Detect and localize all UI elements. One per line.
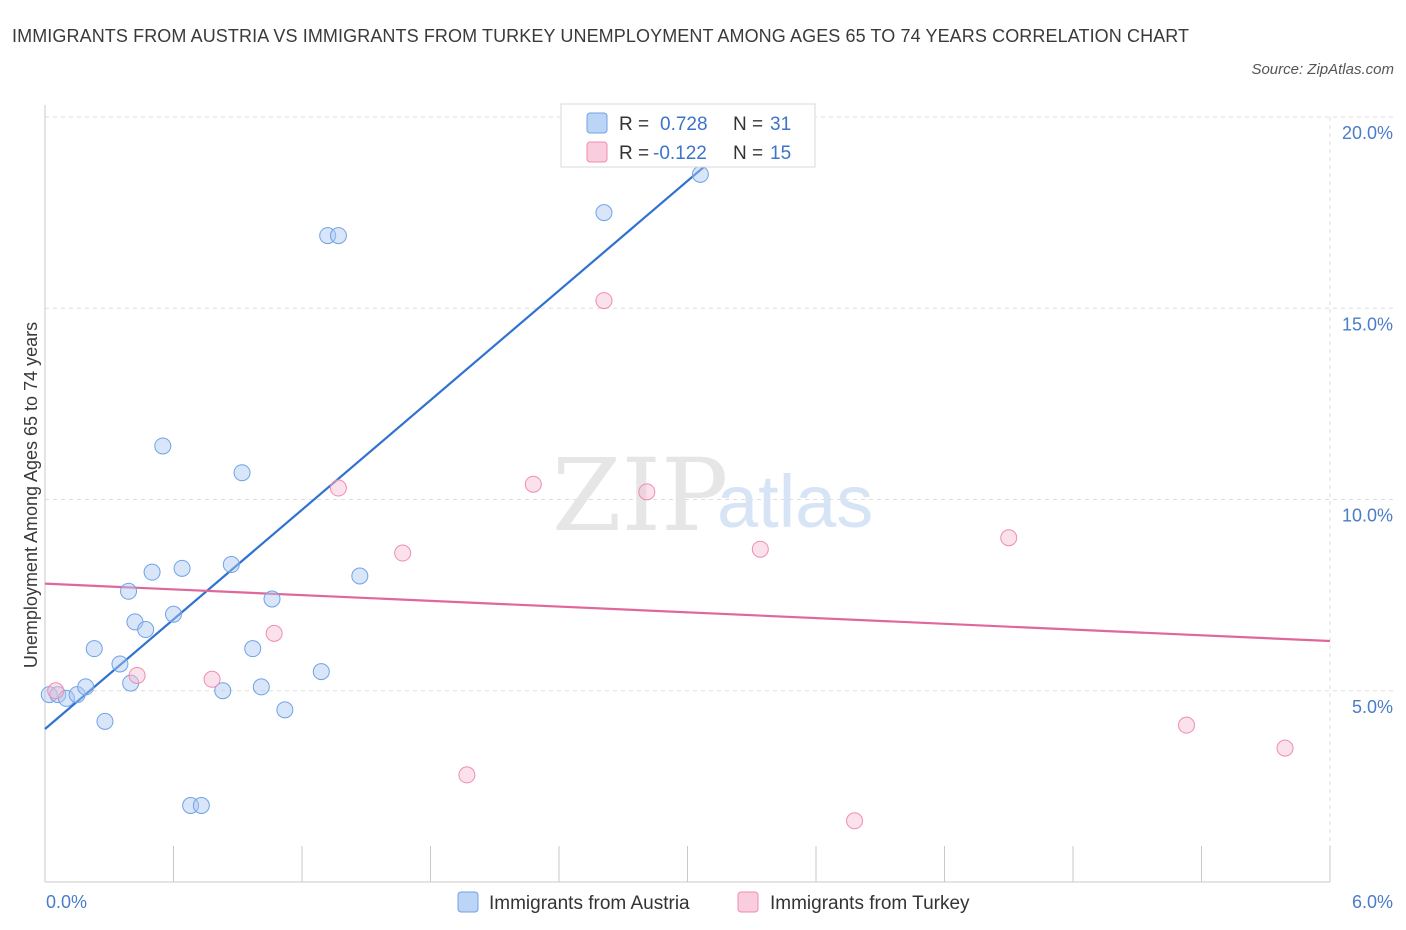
austria-point-6 bbox=[96, 712, 114, 730]
austria-point-5 bbox=[85, 640, 103, 658]
axes bbox=[44, 105, 1331, 883]
chart-source: Source: ZipAtlas.com bbox=[1251, 61, 1394, 78]
turkey-point-1 bbox=[128, 666, 146, 684]
austria-point-23 bbox=[263, 590, 281, 608]
y-tick-label-1: 10.0% bbox=[1342, 506, 1393, 526]
austria-point-12 bbox=[143, 563, 161, 581]
austria-point-20 bbox=[233, 464, 251, 482]
bottom-legend-turkey-label: Immigrants from Turkey bbox=[770, 893, 970, 914]
austria-point-28 bbox=[351, 567, 369, 585]
watermark-atlas: atlas bbox=[717, 460, 873, 543]
legend-turkey-swatch bbox=[586, 141, 608, 163]
bottom-legend-austria-label: Immigrants from Austria bbox=[489, 893, 690, 914]
austria-point-19 bbox=[222, 556, 240, 574]
tick-labels: 5.0% 10.0% 15.0% 20.0% 0.0% 6.0% bbox=[46, 123, 1393, 912]
bottom-legend-turkey-swatch bbox=[737, 891, 759, 913]
austria-point-21 bbox=[244, 640, 262, 658]
austria-point-15 bbox=[173, 559, 191, 577]
turkey-point-12 bbox=[1000, 529, 1018, 547]
turkey-point-9 bbox=[638, 483, 656, 501]
y-tick-label-3: 20.0% bbox=[1342, 123, 1393, 143]
bottom-legend-austria-swatch bbox=[457, 891, 479, 913]
turkey-point-10 bbox=[751, 540, 769, 558]
turkey-point-0 bbox=[47, 682, 65, 700]
trend-lines bbox=[44, 104, 1331, 730]
legend-austria-r-value: 0.728 bbox=[660, 114, 708, 135]
austria-point-7 bbox=[111, 655, 129, 673]
turkey-point-3 bbox=[265, 624, 283, 642]
x-tick-label-min: 0.0% bbox=[46, 892, 87, 912]
turkey-point-4 bbox=[329, 479, 347, 497]
legend-austria-n-value: 31 bbox=[770, 114, 791, 135]
austria-point-13 bbox=[154, 437, 172, 455]
austria-point-14 bbox=[165, 605, 182, 623]
legend-box: R = 0.728 N = 31 R = -0.122 N = 15 bbox=[560, 103, 816, 168]
turkey-trend-line bbox=[44, 582, 1331, 643]
austria-point-27 bbox=[329, 227, 347, 245]
y-tick-label-2: 15.0% bbox=[1342, 314, 1393, 334]
chart-title: IMMIGRANTS FROM AUSTRIA VS IMMIGRANTS FR… bbox=[12, 26, 1190, 46]
austria-point-30 bbox=[691, 165, 709, 183]
austria-point-24 bbox=[276, 701, 294, 719]
austria-point-29 bbox=[595, 204, 613, 222]
austria-point-9 bbox=[120, 582, 138, 600]
turkey-point-14 bbox=[1276, 739, 1294, 757]
austria-point-17 bbox=[192, 797, 210, 814]
turkey-point-8 bbox=[595, 292, 613, 310]
austria-point-11 bbox=[137, 621, 155, 639]
austria-point-18 bbox=[214, 682, 232, 700]
legend-austria-r-label: R = bbox=[619, 114, 649, 135]
legend-turkey-r-label: R = bbox=[619, 143, 649, 164]
austria-trend-line bbox=[44, 116, 764, 730]
turkey-point-5 bbox=[394, 544, 412, 562]
legend-austria-swatch bbox=[586, 112, 608, 134]
austria-point-25 bbox=[312, 663, 330, 681]
y-axis-label: Unemployment Among Ages 65 to 74 years bbox=[21, 322, 41, 668]
austria-point-4 bbox=[77, 678, 95, 696]
x-tick-label-max: 6.0% bbox=[1352, 892, 1393, 912]
turkey-point-6 bbox=[458, 766, 476, 784]
data-points bbox=[40, 165, 1294, 830]
austria-point-22 bbox=[252, 678, 270, 696]
y-tick-label-0: 5.0% bbox=[1352, 697, 1393, 717]
turkey-point-2 bbox=[203, 670, 221, 688]
legend-austria-n-label: N = bbox=[733, 114, 763, 135]
turkey-point-11 bbox=[846, 812, 864, 830]
bottom-legend: Immigrants from Austria Immigrants from … bbox=[457, 891, 970, 914]
turkey-point-13 bbox=[1178, 716, 1196, 734]
legend-turkey-n-value: 15 bbox=[770, 143, 791, 164]
turkey-point-7 bbox=[524, 475, 542, 493]
legend-turkey-n-label: N = bbox=[733, 143, 763, 164]
legend-turkey-r-value: -0.122 bbox=[653, 143, 707, 164]
